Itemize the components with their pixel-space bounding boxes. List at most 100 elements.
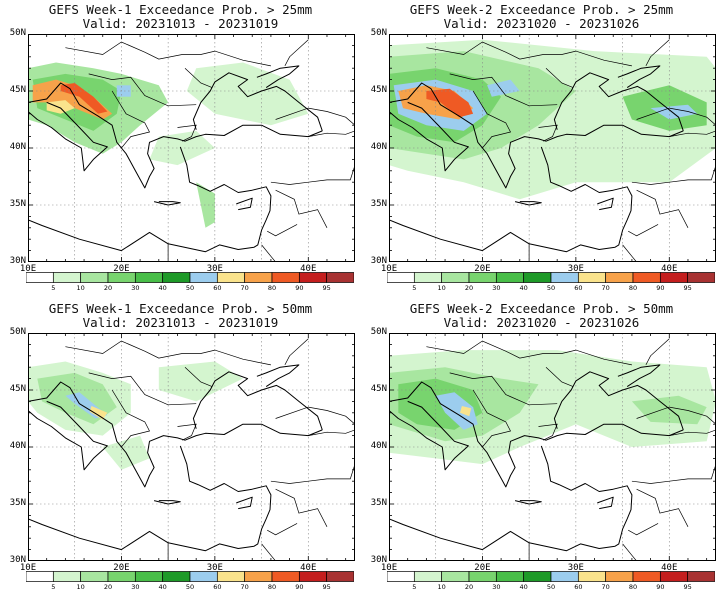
colorbar-swatch bbox=[632, 272, 661, 283]
colorbar-label: 80 bbox=[628, 284, 638, 292]
colorbar-swatch bbox=[605, 272, 634, 283]
lon-label: 10E bbox=[19, 264, 37, 274]
colorbar-label: 60 bbox=[574, 284, 583, 292]
colorbar-swatch bbox=[326, 571, 354, 582]
map-gridlines bbox=[28, 34, 355, 262]
probability-area bbox=[196, 182, 215, 228]
colorbar-label: 30 bbox=[131, 583, 140, 591]
colorbar-swatch bbox=[80, 272, 109, 283]
lon-label: 20E bbox=[474, 264, 491, 274]
colorbar-swatch bbox=[326, 272, 354, 283]
colorbar-label: 10 bbox=[437, 284, 446, 292]
colorbar-swatch bbox=[26, 272, 54, 283]
colorbar-swatch bbox=[687, 272, 715, 283]
lon-label: 20E bbox=[474, 563, 491, 573]
colorbar-swatch bbox=[605, 571, 634, 582]
panel-week1-50mm: GEFS Week-1 Exceedance Prob. > 50mm Vali… bbox=[0, 299, 361, 598]
probability-shading bbox=[28, 361, 243, 470]
colorbar-label: 60 bbox=[574, 583, 583, 591]
lon-label: 20E bbox=[113, 563, 130, 573]
probability-map bbox=[389, 34, 716, 262]
colorbar-swatch bbox=[26, 571, 54, 582]
colorbar-label: 60 bbox=[213, 284, 222, 292]
colorbar-swatch bbox=[271, 272, 300, 283]
colorbar-swatch bbox=[162, 571, 191, 582]
lat-label: 30N bbox=[9, 555, 26, 565]
colorbar-swatch bbox=[244, 571, 273, 582]
panel-title: GEFS Week-2 Exceedance Prob. > 50mm bbox=[409, 301, 674, 316]
probability-area bbox=[650, 104, 698, 120]
lon-label: 40E bbox=[300, 563, 317, 573]
colorbar-swatch bbox=[441, 571, 470, 582]
lat-label: 35N bbox=[370, 199, 387, 209]
panel-week2-25mm: GEFS Week-2 Exceedance Prob. > 25mm Vali… bbox=[361, 0, 722, 299]
colorbar-swatch bbox=[687, 571, 715, 582]
colorbar-label: 70 bbox=[240, 583, 249, 591]
colorbar-swatch bbox=[244, 272, 273, 283]
panel-valid-dates: Valid: 20231020 - 20231026 bbox=[443, 16, 640, 31]
colorbar-label: 50 bbox=[546, 284, 556, 292]
lon-label: 40E bbox=[300, 264, 317, 274]
colorbar-swatch bbox=[659, 571, 689, 582]
map-gridlines bbox=[389, 333, 716, 561]
colorbar-label: 10 bbox=[76, 284, 85, 292]
probability-area bbox=[89, 406, 108, 420]
country-borders bbox=[65, 338, 355, 561]
probability-area bbox=[149, 130, 215, 166]
lat-label: 30N bbox=[370, 555, 387, 565]
map-gridlines bbox=[389, 34, 716, 262]
colorbar-swatch bbox=[52, 571, 82, 582]
colorbar-swatch bbox=[468, 272, 497, 283]
lat-label: 30N bbox=[9, 256, 26, 266]
lat-label: 50N bbox=[370, 327, 387, 337]
panel-valid-dates: Valid: 20231013 - 20231019 bbox=[82, 315, 279, 330]
colorbar-swatch bbox=[298, 571, 328, 582]
colorbar-label: 5 bbox=[412, 284, 417, 292]
colorbar-swatch bbox=[495, 272, 525, 283]
lat-label: 45N bbox=[9, 85, 26, 95]
probability-area bbox=[460, 406, 472, 417]
colorbar-swatch bbox=[413, 571, 443, 582]
colorbar-label: 95 bbox=[322, 583, 331, 591]
colorbar-label: 20 bbox=[464, 583, 474, 591]
colorbar-label: 95 bbox=[322, 284, 331, 292]
panel-week1-25mm: GEFS Week-1 Exceedance Prob. > 25mm Vali… bbox=[0, 0, 361, 299]
colorbar-swatch bbox=[134, 571, 164, 582]
lon-label: 30E bbox=[567, 563, 584, 573]
colorbar-label: 90 bbox=[295, 583, 304, 591]
lon-label: 30E bbox=[567, 264, 584, 274]
probability-area bbox=[32, 79, 113, 120]
panel-title: GEFS Week-2 Exceedance Prob. > 25mm bbox=[409, 2, 674, 17]
lat-label: 35N bbox=[9, 199, 26, 209]
colorbar-label: 10 bbox=[437, 583, 446, 591]
colorbar-swatch bbox=[52, 272, 82, 283]
map-gridlines bbox=[28, 333, 355, 561]
colorbar-label: 40 bbox=[158, 583, 167, 591]
lat-label: 45N bbox=[9, 384, 26, 394]
colorbar-swatch bbox=[632, 571, 661, 582]
colorbar-swatch bbox=[523, 571, 552, 582]
colorbar-swatch bbox=[107, 571, 136, 582]
colorbar-label: 40 bbox=[519, 583, 528, 591]
colorbar-swatch bbox=[189, 571, 218, 582]
probability-area bbox=[426, 88, 474, 118]
colorbar-swatch bbox=[189, 272, 218, 283]
colorbar-label: 20 bbox=[103, 583, 113, 591]
colorbar-label: 20 bbox=[464, 284, 474, 292]
colorbar-label: 80 bbox=[267, 284, 277, 292]
panel-title: GEFS Week-1 Exceedance Prob. > 25mm bbox=[48, 2, 313, 17]
colorbar-label: 95 bbox=[683, 284, 692, 292]
colorbar-swatch bbox=[298, 272, 328, 283]
colorbar-label: 80 bbox=[628, 583, 638, 591]
probability-area bbox=[46, 100, 75, 114]
colorbar-swatch bbox=[550, 272, 579, 283]
panel-valid-dates: Valid: 20231013 - 20231019 bbox=[82, 16, 279, 31]
panel-valid-dates: Valid: 20231020 - 20231026 bbox=[443, 315, 640, 330]
panel-title: GEFS Week-1 Exceedance Prob. > 50mm bbox=[48, 301, 313, 316]
lat-label: 45N bbox=[370, 85, 387, 95]
colorbar-swatch bbox=[80, 571, 109, 582]
probability-area bbox=[60, 83, 108, 114]
colorbar-swatch bbox=[495, 571, 525, 582]
lat-label: 40N bbox=[9, 441, 26, 451]
colorbar-label: 5 bbox=[51, 284, 56, 292]
